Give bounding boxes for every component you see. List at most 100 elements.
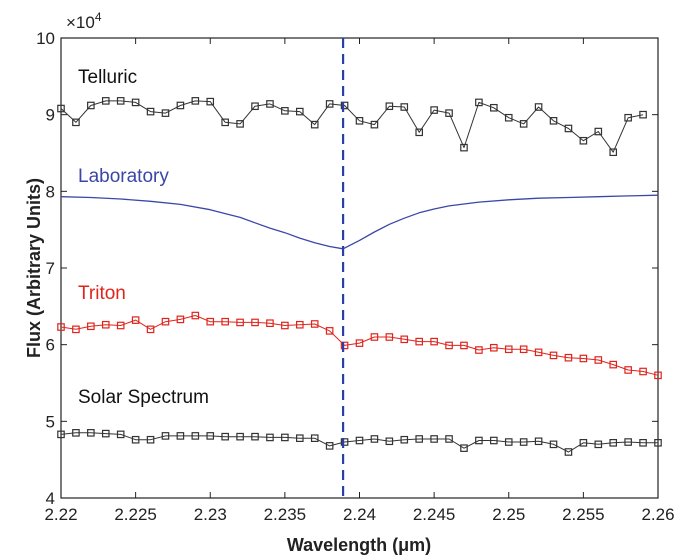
data-point-solar-spectrum — [296, 434, 304, 443]
data-point-solar-spectrum — [72, 429, 80, 437]
data-point-triton — [385, 333, 394, 341]
annotation-laboratory: Laboratory — [78, 166, 169, 187]
data-point-triton — [579, 354, 588, 363]
x-tick-label: 2.26 — [641, 505, 674, 524]
data-point-solar-spectrum — [460, 444, 468, 452]
data-point-solar-spectrum — [161, 432, 170, 440]
data-point-triton — [549, 351, 558, 360]
data-point-telluric — [445, 109, 453, 117]
data-point-solar-spectrum — [475, 436, 483, 445]
y-tick-label: 9 — [46, 106, 55, 125]
x-tick-label: 2.245 — [413, 505, 456, 524]
data-point-solar-spectrum — [101, 429, 110, 438]
data-point-triton — [72, 325, 80, 334]
data-point-triton — [296, 320, 304, 329]
data-point-triton — [131, 316, 140, 324]
data-point-triton — [355, 339, 364, 347]
data-point-triton — [609, 360, 618, 369]
data-point-telluric — [639, 110, 647, 119]
data-point-triton — [221, 317, 229, 326]
data-point-triton — [281, 321, 289, 330]
data-point-triton — [206, 317, 215, 326]
data-point-telluric — [266, 100, 274, 108]
data-point-telluric — [415, 128, 424, 137]
data-point-solar-spectrum — [564, 448, 573, 456]
x-axis: 2.22 2.225 2.23 2.235 2.24 2.245 2.25 2.255 2.26 — [44, 38, 675, 524]
data-point-solar-spectrum — [191, 432, 200, 440]
data-point-telluric — [430, 106, 438, 114]
data-point-telluric — [221, 118, 229, 127]
data-point-triton — [594, 356, 603, 364]
data-point-telluric — [400, 103, 409, 111]
y-tick-label: 5 — [46, 412, 55, 431]
data-point-telluric — [549, 116, 558, 125]
data-point-telluric — [310, 120, 319, 129]
x-tick-label: 2.25 — [492, 505, 525, 524]
data-point-solar-spectrum — [430, 435, 438, 443]
data-point-triton — [490, 343, 498, 352]
data-point-telluric — [490, 103, 498, 112]
data-point-solar-spectrum — [57, 430, 65, 439]
x-tick-label: 2.22 — [44, 505, 77, 524]
plot-frame — [60, 37, 659, 499]
y-tick-label: 8 — [46, 182, 55, 201]
data-point-telluric — [519, 120, 528, 128]
data-point-triton — [176, 315, 185, 324]
y-axis: 4 5 6 7 8 9 10 — [36, 29, 658, 508]
data-point-triton — [564, 353, 573, 362]
data-point-telluric — [609, 148, 618, 157]
data-point-triton — [639, 367, 647, 376]
data-point-solar-spectrum — [355, 436, 364, 445]
data-point-telluric — [206, 97, 215, 106]
data-point-telluric — [296, 107, 304, 116]
data-point-telluric — [131, 98, 140, 107]
series-line-triton — [60, 315, 659, 376]
data-point-solar-spectrum — [340, 438, 349, 446]
data-point-telluric — [579, 136, 588, 145]
data-point-triton — [534, 348, 543, 357]
data-point-solar-spectrum — [385, 437, 394, 446]
data-point-telluric — [236, 120, 244, 128]
data-point-telluric — [101, 97, 110, 105]
data-point-triton — [57, 323, 65, 331]
data-point-telluric — [340, 101, 349, 110]
data-point-triton — [624, 366, 632, 374]
data-point-triton — [161, 317, 170, 326]
data-point-solar-spectrum — [236, 432, 244, 441]
data-point-telluric — [564, 124, 573, 133]
data-point-telluric — [325, 100, 334, 108]
data-point-solar-spectrum — [415, 435, 424, 443]
x-tick-label: 2.255 — [562, 505, 605, 524]
data-point-telluric — [191, 97, 200, 105]
data-point-solar-spectrum — [639, 439, 647, 447]
data-point-solar-spectrum — [579, 439, 588, 447]
data-point-solar-spectrum — [116, 430, 125, 439]
data-point-solar-spectrum — [176, 432, 185, 440]
y-axis-title: Flux (Arbitrary Units) — [24, 178, 44, 358]
data-point-triton — [87, 322, 95, 331]
data-point-telluric — [385, 102, 394, 111]
data-point-telluric — [146, 107, 155, 116]
data-point-solar-spectrum — [251, 432, 259, 441]
data-point-telluric — [460, 143, 468, 152]
data-point-solar-spectrum — [206, 432, 215, 440]
x-tick-label: 2.225 — [114, 505, 157, 524]
data-point-solar-spectrum — [504, 438, 513, 446]
data-point-solar-spectrum — [325, 442, 334, 450]
x-tick-label: 2.235 — [264, 505, 307, 524]
annotations: Telluric Laboratory Triton Solar Spectrum — [78, 67, 209, 408]
data-point-triton — [370, 333, 379, 341]
data-point-triton — [251, 318, 259, 327]
series-triton — [57, 311, 662, 380]
data-point-telluric — [624, 113, 632, 122]
data-point-telluric — [534, 103, 543, 111]
data-point-solar-spectrum — [281, 433, 289, 442]
data-point-triton — [236, 318, 244, 327]
y-tick-label: 10 — [36, 29, 55, 48]
data-point-telluric — [504, 113, 513, 122]
data-point-solar-spectrum — [146, 435, 155, 444]
series-layer — [57, 97, 662, 456]
annotation-triton: Triton — [78, 283, 126, 304]
data-point-triton — [460, 341, 468, 350]
